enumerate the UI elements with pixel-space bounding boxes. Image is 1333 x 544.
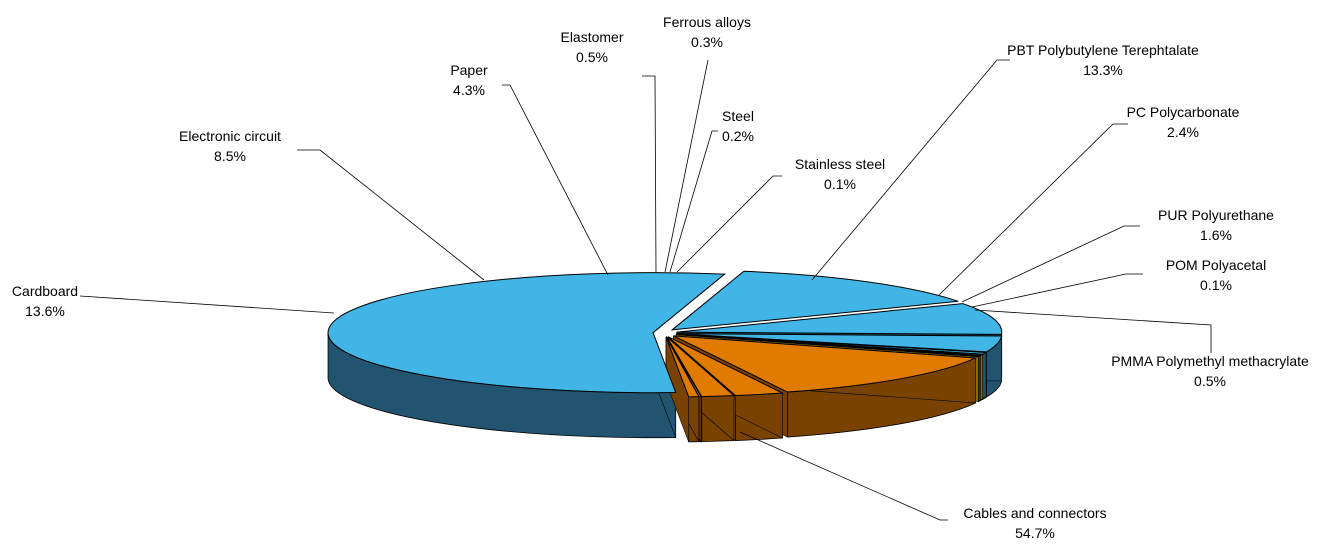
slice-value-label: 0.2% [722,128,754,144]
slice-name-label: PMMA Polymethyl methacrylate [1111,353,1309,369]
slice-name-label: Ferrous alloys [663,14,751,30]
slice-name-label: Paper [450,62,488,78]
slice-name-label: Steel [722,108,754,124]
leader-line [642,75,657,273]
slice-name-label: Cardboard [12,283,78,299]
pie-slice [327,272,726,394]
pie-slice [665,336,700,398]
pie-slices [327,270,1003,398]
slice-name-label: Elastomer [560,29,623,45]
slice-name-label: PC Polycarbonate [1127,104,1240,120]
pie-slice [666,336,736,398]
slice-value-label: 0.3% [691,34,723,50]
pie-slice [676,333,981,358]
pie-slice [676,303,1003,335]
slice-labels: Cables and connectors 54.7% Cardboard 13.6%… [12,14,1309,541]
leader-line [676,175,782,273]
slice-value-label: 0.1% [1200,277,1232,293]
slice-name-label: Stainless steel [795,156,885,172]
slice-value-label: 13.3% [1083,62,1123,78]
slice-value-label: 0.5% [1194,373,1226,389]
slice-value-label: 8.5% [214,148,246,164]
leader-lines [79,59,1212,521]
pie-slice [673,335,978,393]
slice-value-label: 0.5% [576,49,608,65]
slice-name-label: POM Polyacetal [1166,257,1266,273]
slice-name-label: PUR Polyurethane [1158,207,1274,223]
leader-line [961,225,1140,303]
slice-value-label: 2.4% [1167,124,1199,140]
pie-slice [670,270,959,331]
slice-value-label: 54.7% [1015,525,1055,541]
slice-name-label: Electronic circuit [179,128,281,144]
slice-value-label: 0.1% [824,176,856,192]
slice-value-label: 13.6% [25,303,65,319]
pie-slice [668,336,785,397]
leader-line [297,149,485,281]
leader-line [669,130,718,273]
leader-line [971,273,1143,308]
pie-slice [676,333,1003,353]
slice-name-label: Cables and connectors [963,505,1106,521]
slice-name-label: PBT Polybutylene Terephtalate [1007,42,1199,58]
leader-line [79,295,335,314]
leader-line [664,59,709,273]
slice-value-label: 1.6% [1200,227,1232,243]
leader-line [739,431,948,521]
slice-value-label: 4.3% [453,82,485,98]
leader-line [937,123,1128,297]
leader-line [811,59,1010,281]
leader-line [502,84,609,276]
leader-line [974,309,1212,353]
